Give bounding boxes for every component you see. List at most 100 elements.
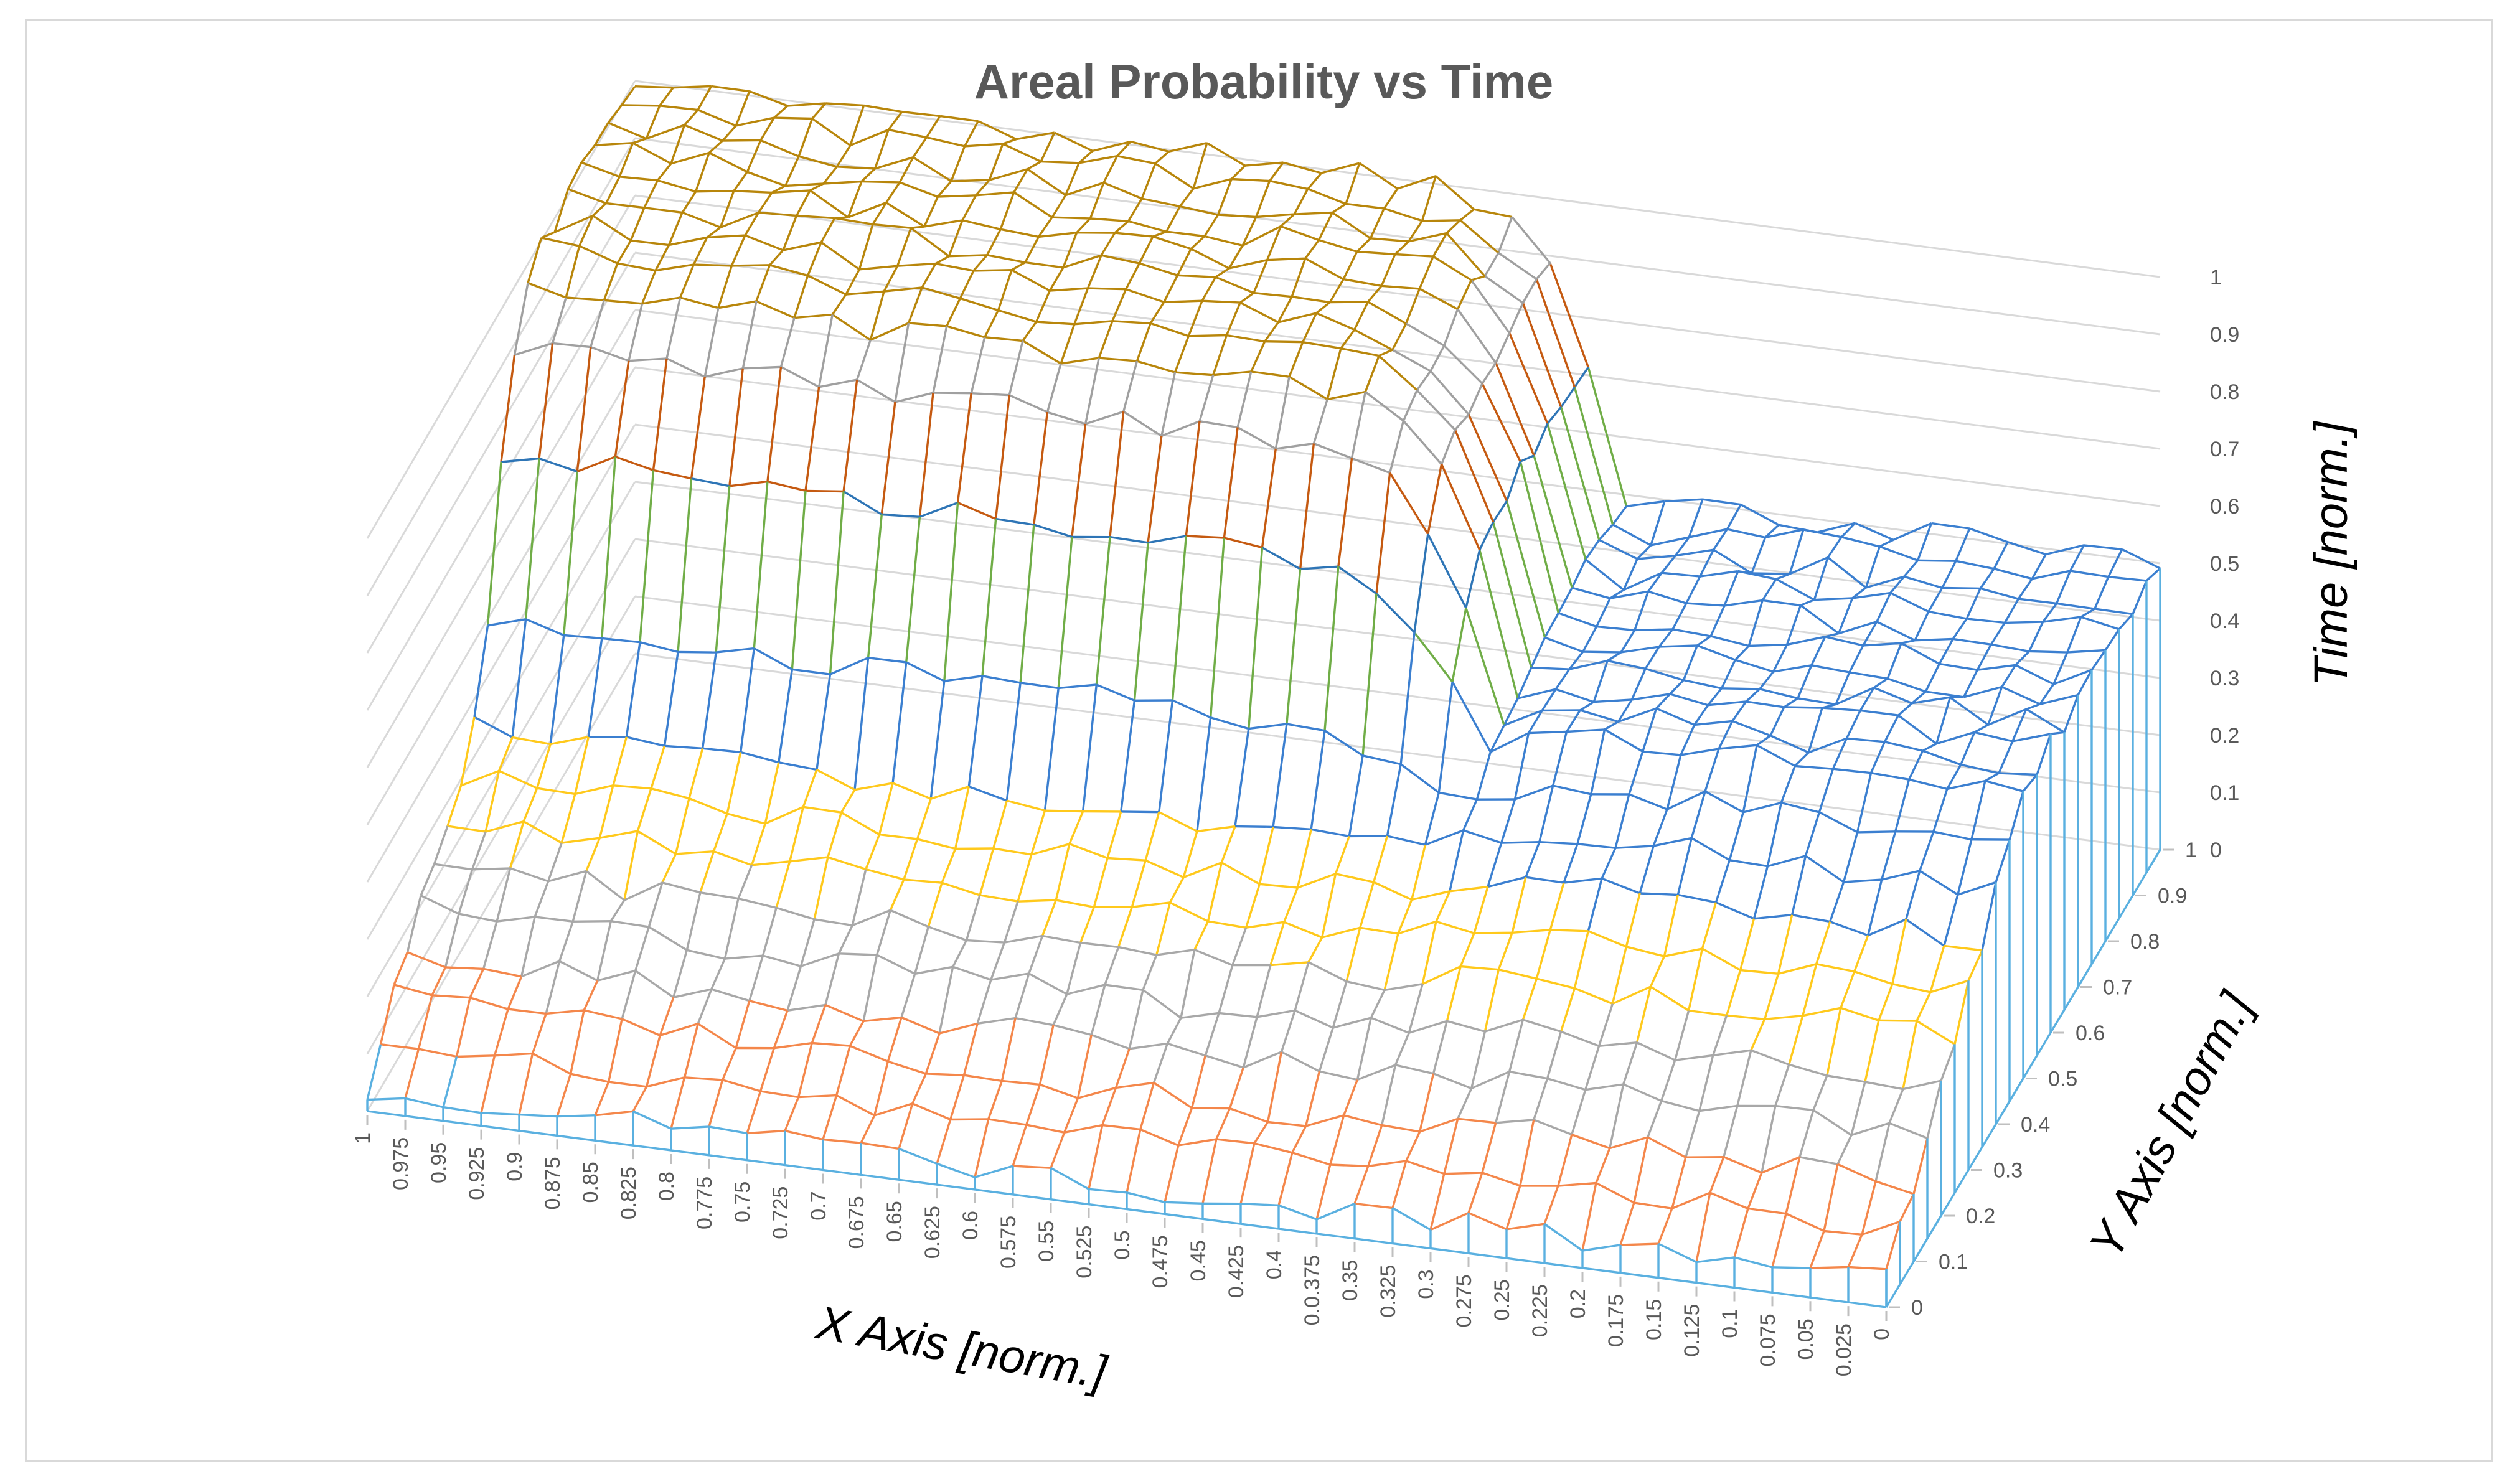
surface-segment <box>1131 860 1147 908</box>
surface-segment <box>1402 390 1418 421</box>
surface-segment <box>1829 881 1845 923</box>
surface-segment <box>1361 593 1378 756</box>
surface-segment <box>822 1138 862 1144</box>
surface-segment <box>1391 323 1408 350</box>
surface-segment <box>1419 1073 1435 1132</box>
surface-segment <box>775 861 791 908</box>
surface-segment <box>1078 155 1117 164</box>
surface-segment <box>1201 299 1241 304</box>
surface-segment <box>1228 1067 1244 1109</box>
surface-segment <box>1662 571 1700 578</box>
surface-segment <box>949 1074 966 1120</box>
surface-segment <box>717 265 733 309</box>
surface-segment <box>558 921 574 962</box>
surface-segment <box>2007 541 2046 556</box>
surface-segment <box>1090 217 1129 223</box>
surface-segment <box>865 834 881 870</box>
surface-segment <box>1086 255 1102 289</box>
surface-segment <box>1231 927 1248 966</box>
surface-segment <box>825 102 864 107</box>
surface-segment <box>1909 778 1948 791</box>
surface-segment <box>1400 763 1440 794</box>
surface-segment <box>1799 1156 1838 1165</box>
surface-segment <box>1501 841 1540 844</box>
surface-segment <box>1277 1152 1294 1206</box>
surface-segment <box>614 456 654 472</box>
surface-segment <box>534 916 573 923</box>
surface-segment <box>1305 1114 1345 1127</box>
surface-segment <box>1020 682 1059 690</box>
surface-segment <box>1457 1087 1473 1119</box>
surface-segment <box>657 162 672 181</box>
surface-segment <box>1164 299 1203 303</box>
z-axis-ticks: 00.10.20.30.40.50.60.70.80.91 <box>2210 266 2239 862</box>
surface-segment <box>712 813 728 852</box>
surface-segment <box>1981 882 1997 951</box>
surface-segment <box>1584 558 1625 591</box>
surface-segment <box>1055 899 1094 908</box>
surface-segment <box>634 970 674 998</box>
surface-segment <box>1503 698 1519 726</box>
surface-segment <box>685 892 702 951</box>
surface-segment <box>493 1008 509 1056</box>
wall-gridline-left <box>366 252 636 711</box>
surface-segment <box>1264 321 1279 342</box>
surface-segment <box>1173 336 1190 373</box>
surface-segment <box>1132 901 1170 908</box>
surface-segment <box>648 926 688 951</box>
surface-segment <box>1750 1018 1766 1051</box>
surface-segment <box>1854 970 1893 985</box>
surface-segment <box>459 716 476 786</box>
surface-segment <box>860 167 876 182</box>
wall-gridline-back <box>634 481 2161 679</box>
surface-segment <box>946 298 961 327</box>
surface-segment <box>832 313 872 341</box>
surface-segment <box>650 745 666 789</box>
surface-segment <box>1672 628 1711 637</box>
surface-segment <box>1490 732 1530 753</box>
surface-segment <box>1392 1207 1431 1231</box>
z-tick-label: 0.3 <box>2210 667 2239 690</box>
surface-segment <box>1225 302 1241 336</box>
surface-segment <box>1759 670 1774 690</box>
surface-segment <box>1160 372 1177 436</box>
surface-segment <box>912 136 928 158</box>
surface-segment <box>1914 637 1953 642</box>
surface-segment <box>849 1020 865 1046</box>
surface-segment <box>574 736 590 794</box>
surface-segment <box>1289 375 1328 400</box>
surface-segment <box>1723 570 1739 606</box>
surface-segment <box>1625 946 1665 957</box>
surface-segment <box>1372 835 1389 883</box>
surface-segment <box>1244 161 1284 167</box>
surface-segment <box>708 151 748 173</box>
surface-segment <box>2045 544 2084 556</box>
surface-segment <box>1304 257 1344 281</box>
surface-segment <box>829 657 869 675</box>
surface-segment <box>1307 172 1322 190</box>
surface-segment <box>1164 1145 1180 1203</box>
surface-segment <box>2090 649 2107 671</box>
surface-segment <box>1104 946 1120 985</box>
wall-gridline-left <box>366 481 636 940</box>
surface-segment <box>1226 334 1265 343</box>
surface-segment <box>1308 961 1347 983</box>
surface-segment <box>1470 275 1485 281</box>
surface-segment <box>621 970 637 1020</box>
surface-segment <box>483 967 522 978</box>
surface-segment <box>631 239 669 247</box>
surface-segment <box>1513 733 1530 800</box>
surface-segment <box>1685 1111 1701 1158</box>
surface-segment <box>1462 799 1478 831</box>
surface-segment <box>472 867 510 871</box>
surface-segment <box>1178 1138 1217 1147</box>
surface-segment <box>670 1125 710 1130</box>
surface-segment <box>1742 801 1782 814</box>
surface-segment <box>619 176 658 182</box>
surface-segment <box>1798 1109 1815 1158</box>
surface-segment <box>798 1094 837 1099</box>
surface-segment <box>613 784 652 790</box>
surface-segment <box>1052 993 1068 1026</box>
surface-segment <box>892 782 931 800</box>
surface-segment <box>708 1125 748 1135</box>
